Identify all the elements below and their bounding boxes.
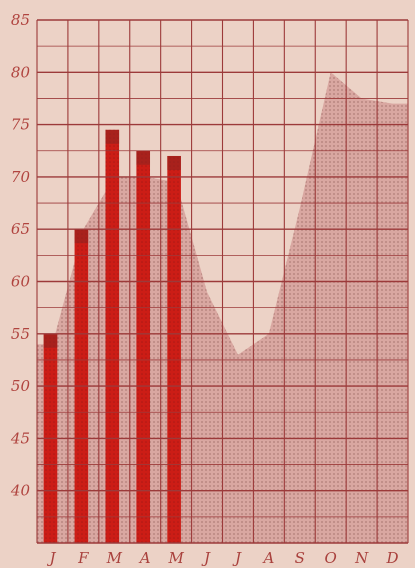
bar-texture-2 — [105, 129, 120, 543]
x-tick-label: S — [295, 549, 305, 567]
y-tick-label: 75 — [11, 116, 30, 134]
x-tick-label: J — [46, 549, 56, 567]
y-tick-label: 50 — [11, 377, 31, 395]
bar-texture-4 — [167, 155, 181, 544]
x-tick-label: N — [354, 549, 369, 567]
x-tick-label: J — [232, 549, 242, 567]
bar-tip-3 — [136, 150, 151, 165]
bar-tip-2 — [105, 129, 120, 144]
bar-tip-4 — [167, 155, 181, 170]
y-tick-label: 60 — [11, 273, 31, 291]
x-tick-label: F — [77, 549, 89, 567]
bar-texture-3 — [136, 150, 151, 543]
y-tick-label: 45 — [10, 429, 30, 447]
x-tick-label: M — [106, 549, 123, 567]
y-tick-label: 80 — [11, 63, 31, 81]
y-tick-label: 65 — [11, 220, 30, 238]
bar-tip-0 — [43, 333, 58, 348]
x-tick-label: A — [261, 549, 274, 567]
y-tick-label: 85 — [11, 11, 30, 29]
y-tick-label: 40 — [10, 482, 31, 500]
x-tick-label: A — [138, 549, 151, 567]
x-tick-label: D — [386, 549, 399, 567]
x-tick-label: J — [201, 549, 211, 567]
y-tick-label: 70 — [11, 168, 31, 186]
bar-tip-1 — [74, 229, 89, 244]
y-tick-label: 55 — [11, 325, 30, 343]
x-tick-label: O — [325, 549, 337, 567]
x-tick-label: M — [167, 549, 184, 567]
